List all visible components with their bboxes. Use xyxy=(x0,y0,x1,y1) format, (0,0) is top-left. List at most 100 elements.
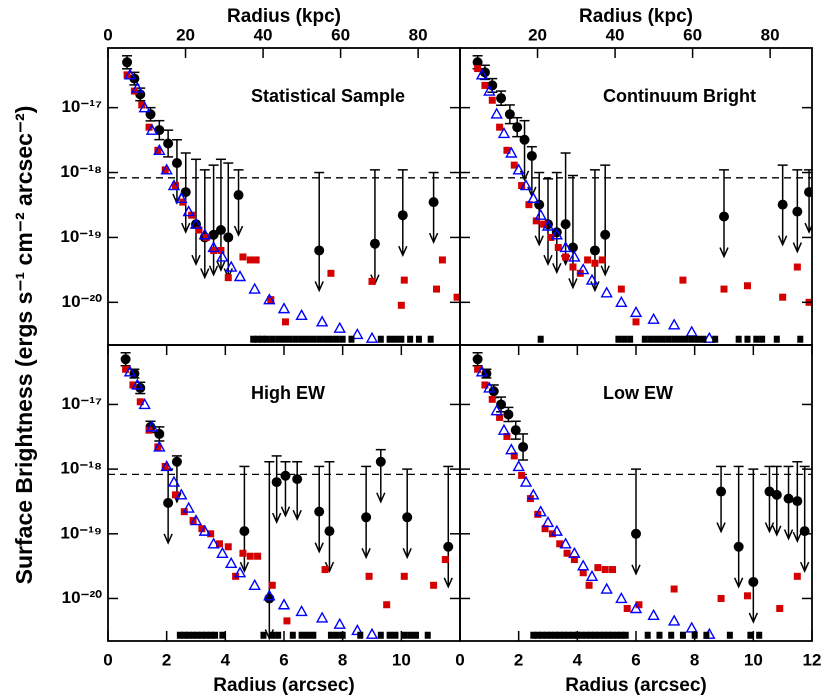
point xyxy=(130,87,138,95)
panel-title: High EW xyxy=(251,383,325,403)
point xyxy=(496,123,504,131)
point xyxy=(175,191,188,204)
arrow-head xyxy=(600,265,610,277)
floor-point xyxy=(181,631,188,639)
point xyxy=(585,273,599,285)
floor-point xyxy=(185,631,192,639)
arrow-head xyxy=(398,245,408,258)
point xyxy=(771,489,782,500)
x-axis-label: Radius (arcsec) xyxy=(565,675,707,696)
floor-point xyxy=(386,631,393,639)
floor-point xyxy=(621,335,628,343)
point xyxy=(207,537,220,549)
panel-frame xyxy=(459,344,813,642)
point xyxy=(685,325,698,337)
point xyxy=(503,146,511,154)
point xyxy=(430,581,438,589)
point xyxy=(160,163,173,175)
point xyxy=(283,617,291,625)
point xyxy=(776,604,784,612)
point xyxy=(703,331,716,343)
point xyxy=(138,398,151,410)
point xyxy=(488,96,496,104)
point xyxy=(550,228,563,240)
plot-area xyxy=(460,55,812,343)
x-tick-label: 2 xyxy=(162,650,171,669)
error-bar xyxy=(799,465,810,573)
point xyxy=(217,246,225,254)
point xyxy=(600,229,611,240)
arrow-head xyxy=(568,278,578,290)
floor-point xyxy=(198,631,205,639)
point xyxy=(512,163,525,175)
x-tick-label: 6 xyxy=(631,650,640,669)
point xyxy=(239,526,250,537)
floor-point xyxy=(735,335,742,343)
arrow-head xyxy=(543,254,553,267)
point xyxy=(365,572,373,580)
floor-point xyxy=(712,335,719,343)
point xyxy=(579,569,587,577)
floor-point xyxy=(392,335,399,343)
point xyxy=(481,81,489,89)
arrow-head xyxy=(402,547,412,560)
y-tick-label: 10⁻²⁰ xyxy=(62,292,103,311)
point xyxy=(224,543,232,551)
floor-point xyxy=(260,631,267,639)
error-bar xyxy=(428,171,439,244)
point xyxy=(609,566,617,574)
point xyxy=(719,211,729,222)
floor-point xyxy=(756,631,763,639)
x-tick-label: 10 xyxy=(744,650,763,669)
point xyxy=(510,161,518,169)
arrow-head xyxy=(799,561,810,573)
floor-point xyxy=(759,335,766,343)
floor-point xyxy=(561,631,568,639)
point xyxy=(154,146,162,154)
point xyxy=(629,305,643,318)
point xyxy=(474,65,482,73)
point xyxy=(210,246,218,254)
floor-point xyxy=(357,631,364,639)
point xyxy=(369,238,380,249)
x-tick-label: 8 xyxy=(338,650,347,669)
floor-point xyxy=(333,335,340,343)
point xyxy=(314,245,325,256)
plot-area xyxy=(108,55,460,343)
point xyxy=(441,556,449,564)
point xyxy=(519,475,533,487)
point xyxy=(138,101,146,109)
point xyxy=(679,276,687,284)
y-tick-label: 10⁻²⁰ xyxy=(62,588,103,607)
error-bar xyxy=(589,169,600,293)
point xyxy=(397,301,405,309)
point xyxy=(225,260,238,272)
floor-point xyxy=(656,631,663,639)
point xyxy=(617,285,625,293)
point xyxy=(585,569,599,582)
point xyxy=(490,107,503,119)
arrow-head xyxy=(191,254,201,267)
error-bar xyxy=(764,465,775,534)
x-tick-label: 6 xyxy=(279,650,288,669)
point xyxy=(271,477,282,488)
point xyxy=(189,217,203,229)
error-bar xyxy=(280,460,291,518)
point xyxy=(314,506,325,517)
point xyxy=(600,582,613,594)
point xyxy=(793,572,801,580)
error-bar xyxy=(771,465,782,537)
error-bar xyxy=(314,171,325,293)
point xyxy=(233,566,247,578)
arrow-head xyxy=(239,561,250,573)
floor-point xyxy=(427,335,434,343)
floor-point xyxy=(677,335,683,343)
point xyxy=(560,219,571,230)
point xyxy=(488,395,496,403)
error-bar xyxy=(264,460,275,641)
point xyxy=(154,443,162,451)
arrow-head xyxy=(552,262,562,275)
floor-point xyxy=(219,631,226,639)
error-bar xyxy=(716,465,727,534)
floor-point xyxy=(275,631,282,639)
